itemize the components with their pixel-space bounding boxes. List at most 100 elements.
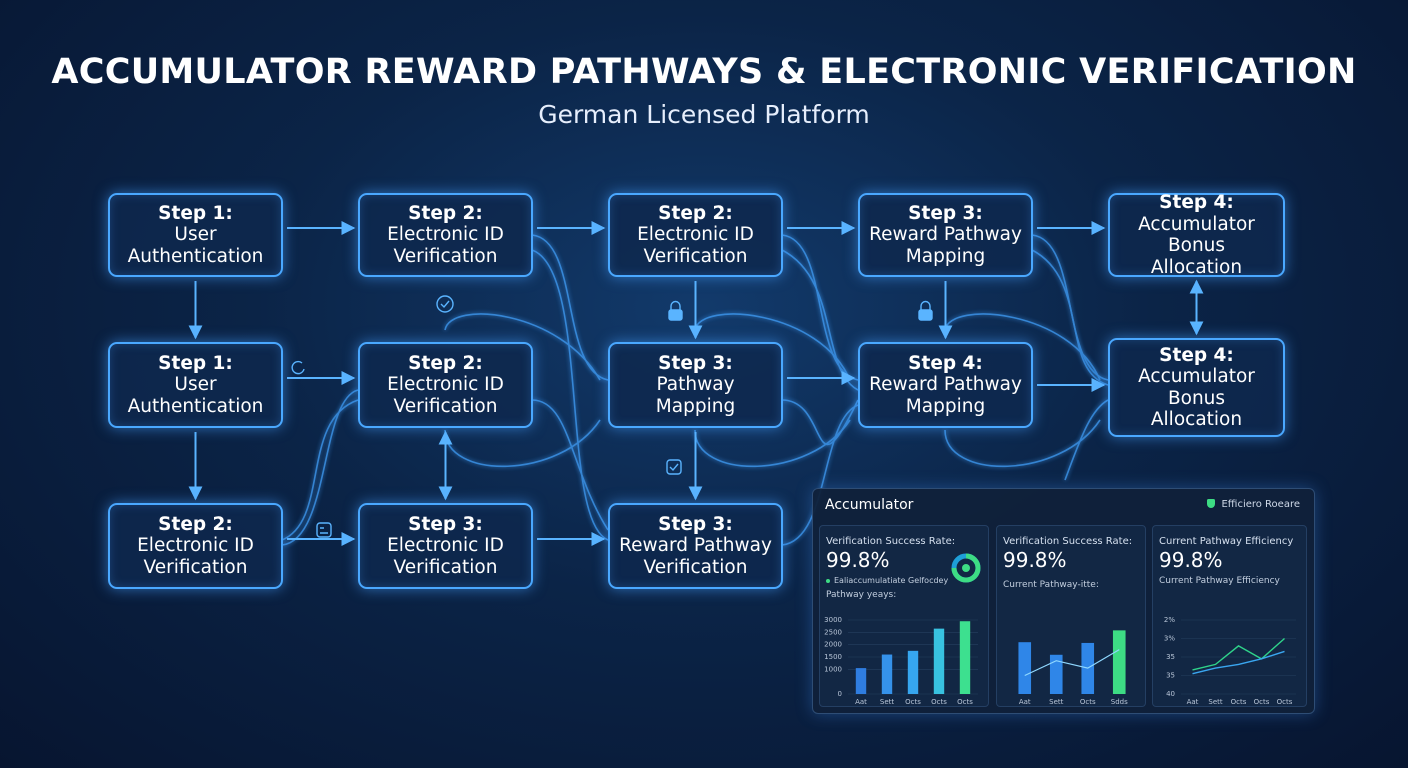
curve <box>281 399 359 541</box>
donut-arc <box>951 553 981 583</box>
x-tick-label: Aat <box>1187 698 1199 706</box>
node-step: Step 3: <box>408 513 483 535</box>
bar <box>907 650 919 694</box>
node: Step 3: Reward Pathway Mapping <box>858 193 1033 277</box>
line <box>1024 649 1120 677</box>
x-tick-label: Aat <box>855 698 867 706</box>
title: ACCUMULATOR REWARD PATHWAYS & ELECTRONIC… <box>51 52 1357 92</box>
chart: 0 1000 1500 2000 2500 3000 Aat Sett Octs Octs Octs <box>824 616 978 706</box>
node: Step 2: Electronic ID Verification <box>358 193 533 277</box>
bar <box>881 654 893 694</box>
node-text: Electronic ID <box>637 224 754 246</box>
card-label: Verification Success Rate: <box>1003 536 1133 547</box>
y-tick-label: 2000 <box>824 641 842 649</box>
y-tick-label: 2500 <box>824 628 842 636</box>
badge-text: Efficiero Roeare <box>1221 499 1300 510</box>
node-text: Allocation <box>1150 409 1243 430</box>
node: Step 4: Accumulator Bonus Allocation <box>1108 338 1285 437</box>
y-tick-label: 2% <box>1164 616 1175 624</box>
node: Step 2: Electronic ID Verification <box>108 503 283 589</box>
node-text: Authentication <box>127 395 264 417</box>
curve <box>1064 399 1109 481</box>
node-text: User <box>174 224 217 246</box>
x-tick-label: Octs <box>1254 698 1270 706</box>
node-step: Step 3: <box>658 352 733 374</box>
bar <box>959 621 971 694</box>
curve <box>781 399 859 446</box>
bar <box>1112 630 1126 694</box>
lock-icon <box>670 300 681 310</box>
node: Step 3: Reward Pathway Verification <box>608 503 783 589</box>
node-step: Step 2: <box>408 352 483 374</box>
y-tick-label: 40 <box>1166 690 1175 698</box>
x-tick-label: Octs <box>931 698 947 706</box>
donut <box>951 553 981 583</box>
dashboard-title: Accumulator <box>825 497 914 513</box>
x-tick-label: Sett <box>880 698 894 706</box>
curve <box>694 313 851 381</box>
node-text: Bonus <box>1167 387 1226 409</box>
curve <box>531 399 609 531</box>
node: Step 4: Reward Pathway Mapping <box>858 342 1033 428</box>
x-tick-label: Octs <box>905 698 921 706</box>
y-tick-label: 3000 <box>824 616 842 624</box>
node-text: Reward Pathway <box>869 224 1022 246</box>
node-step: Step 2: <box>658 202 733 224</box>
node-step: Step 4: <box>908 352 983 374</box>
node: Step 3: Pathway Mapping <box>608 342 783 428</box>
x-tick-label: Octs <box>1231 698 1247 706</box>
form-icon <box>320 527 328 534</box>
node-step: Step 3: <box>908 202 983 224</box>
node-step: Step 1: <box>158 352 233 374</box>
card-value: 99.8% <box>1159 548 1223 572</box>
legend: Ealiaccumulatiate Gelfocdey <box>826 576 948 585</box>
node: Step 4: Accumulator Bonus Allocation <box>1108 192 1285 278</box>
card-caption: Pathway yeays: <box>826 590 897 600</box>
node-text: Reward Pathway <box>619 535 772 557</box>
node-step: Step 4: <box>1159 192 1234 213</box>
curve <box>944 313 1101 381</box>
node-text: Electronic ID <box>387 374 504 396</box>
legend-dot <box>826 579 830 583</box>
lock-icon <box>918 309 933 321</box>
card-label: Current Pathway Efficiency <box>1159 536 1294 547</box>
bar <box>855 668 867 694</box>
subtitle: German Licensed Platform <box>538 100 870 129</box>
x-tick-label: Octs <box>957 698 973 706</box>
curve <box>781 249 859 391</box>
y-tick-label: 35 <box>1166 672 1175 680</box>
node-text: Reward Pathway <box>869 374 1022 396</box>
x-tick-label: Octs <box>1080 698 1096 706</box>
legend-text: Ealiaccumulatiate Gelfocdey <box>834 576 949 585</box>
dashboard: Accumulator Efficiero Roeare Verificatio… <box>812 488 1315 714</box>
node-text: Accumulator Bonus <box>1138 213 1255 257</box>
dashboard-badge: Efficiero Roeare <box>1207 499 1300 510</box>
lock-icon <box>668 309 683 321</box>
node-text: Verification <box>143 556 248 578</box>
node-text: Electronic ID <box>387 224 504 246</box>
card: Verification Success Rate: 99.8% Ealiaccum… <box>819 525 989 707</box>
bar <box>1049 654 1063 694</box>
node-text: Pathway <box>656 374 735 396</box>
node-text: Verification <box>393 245 498 267</box>
node-step: Step 3: <box>658 513 733 535</box>
node: Step 3: Electronic ID Verification <box>358 503 533 589</box>
node: Step 2: Electronic ID Verification <box>608 193 783 277</box>
card: Verification Success Rate: 99.8% Current P… <box>996 525 1146 707</box>
curve <box>944 419 1101 468</box>
y-tick-label: 35 <box>1166 653 1175 661</box>
curve <box>1031 249 1109 386</box>
donut-core <box>962 564 970 572</box>
y-tick-label: 1500 <box>824 653 842 661</box>
curve <box>281 389 359 546</box>
line <box>1192 650 1285 675</box>
x-tick-label: Aat <box>1019 698 1031 706</box>
node-text: Verification <box>643 556 748 578</box>
chart: 40 35 35 3% 2% Aat Sett Octs Octs Octs <box>1164 616 1296 706</box>
chart: Aat Sett Octs Sdds <box>1018 630 1128 706</box>
curve <box>444 313 601 381</box>
node-step: Step 2: <box>158 513 233 535</box>
node-text: Electronic ID <box>387 535 504 557</box>
node-text: User <box>174 374 217 396</box>
